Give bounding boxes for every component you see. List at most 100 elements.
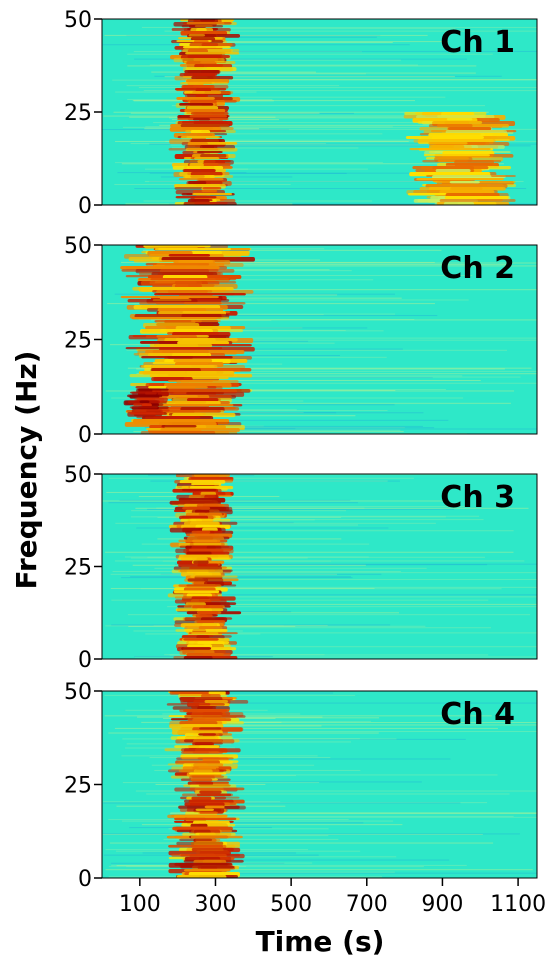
noise-streak bbox=[172, 348, 403, 350]
noise-streak bbox=[132, 564, 366, 566]
x-axis-label: Time (s) bbox=[256, 925, 385, 958]
noise-streak bbox=[126, 404, 395, 406]
activity-streak bbox=[448, 127, 492, 131]
noise-streak bbox=[172, 41, 449, 43]
noise-streak bbox=[104, 715, 492, 717]
activity-streak bbox=[129, 412, 165, 415]
x-tick-label: 900 bbox=[421, 892, 463, 917]
noise-streak bbox=[112, 79, 537, 81]
x-tick-label: 300 bbox=[194, 892, 236, 917]
activity-streak bbox=[176, 841, 224, 846]
activity-streak bbox=[187, 578, 209, 582]
activity-streak bbox=[194, 64, 233, 68]
noise-streak bbox=[178, 356, 387, 358]
activity-streak bbox=[199, 727, 222, 730]
noise-streak bbox=[169, 297, 402, 299]
activity-streak bbox=[192, 193, 233, 196]
activity-streak bbox=[179, 103, 214, 106]
noise-streak bbox=[190, 775, 297, 777]
activity-streak bbox=[196, 635, 225, 639]
noise-streak bbox=[181, 78, 537, 80]
activity-streak bbox=[193, 560, 209, 564]
activity-streak bbox=[184, 715, 246, 718]
activity-streak bbox=[186, 551, 212, 556]
activity-streak bbox=[184, 617, 225, 621]
noise-streak bbox=[189, 564, 488, 566]
noise-streak bbox=[164, 30, 537, 32]
noise-streak bbox=[102, 833, 520, 835]
activity-streak bbox=[169, 500, 221, 505]
activity-streak bbox=[202, 733, 223, 737]
noise-streak bbox=[154, 567, 427, 569]
activity-streak bbox=[183, 175, 211, 179]
noise-streak bbox=[102, 833, 483, 835]
noise-streak bbox=[107, 303, 436, 305]
noise-streak bbox=[162, 412, 424, 414]
noise-streak bbox=[154, 769, 361, 771]
activity-streak bbox=[182, 506, 211, 510]
noise-streak bbox=[159, 124, 495, 126]
activity-streak bbox=[176, 97, 215, 100]
activity-streak bbox=[174, 862, 233, 866]
noise-streak bbox=[164, 76, 455, 78]
activity-streak bbox=[172, 706, 216, 710]
activity-streak bbox=[166, 401, 221, 405]
noise-streak bbox=[170, 144, 451, 146]
noise-streak bbox=[136, 527, 389, 529]
activity-streak bbox=[405, 136, 484, 139]
activity-streak bbox=[183, 521, 219, 526]
activity-streak bbox=[184, 70, 220, 74]
noise-streak bbox=[190, 522, 294, 524]
noise-streak bbox=[176, 274, 473, 276]
noise-streak bbox=[138, 87, 537, 89]
activity-streak bbox=[419, 187, 506, 191]
activity-streak bbox=[181, 823, 236, 827]
activity-streak bbox=[181, 647, 212, 650]
panel-label: Ch 3 bbox=[440, 480, 515, 515]
activity-streak bbox=[173, 184, 221, 188]
activity-streak bbox=[187, 718, 232, 722]
noise-streak bbox=[163, 838, 339, 840]
activity-streak bbox=[188, 34, 206, 37]
activity-streak bbox=[160, 428, 240, 432]
noise-streak bbox=[133, 51, 362, 53]
activity-streak bbox=[195, 808, 214, 811]
activity-streak bbox=[413, 139, 496, 143]
activity-streak bbox=[187, 55, 230, 59]
activity-streak bbox=[184, 94, 207, 98]
noise-streak bbox=[199, 377, 433, 379]
noise-streak bbox=[112, 571, 401, 573]
activity-streak bbox=[190, 320, 221, 323]
noise-streak bbox=[172, 41, 393, 43]
y-tick-label: 50 bbox=[64, 463, 92, 488]
activity-streak bbox=[167, 356, 194, 359]
noise-streak bbox=[144, 427, 435, 429]
activity-streak bbox=[192, 605, 210, 609]
noise-streak bbox=[105, 869, 533, 871]
activity-streak bbox=[204, 805, 225, 809]
noise-streak bbox=[134, 188, 527, 190]
activity-streak bbox=[173, 590, 220, 594]
activity-streak bbox=[190, 835, 243, 839]
noise-streak bbox=[136, 368, 505, 370]
x-tick-label: 500 bbox=[270, 892, 312, 917]
activity-streak bbox=[145, 350, 245, 354]
activity-streak bbox=[190, 112, 229, 115]
noise-streak bbox=[154, 75, 502, 77]
noise-streak bbox=[153, 122, 479, 124]
noise-streak bbox=[187, 646, 537, 648]
activity-streak bbox=[186, 22, 225, 25]
noise-streak bbox=[114, 727, 498, 729]
noise-streak bbox=[195, 289, 537, 291]
noise-streak bbox=[147, 508, 455, 510]
noise-streak bbox=[189, 625, 426, 627]
noise-streak bbox=[174, 872, 537, 874]
activity-streak bbox=[190, 518, 231, 522]
noise-streak bbox=[126, 349, 508, 351]
activity-streak bbox=[190, 485, 234, 490]
panels-layer: 0 25 50 Ch 1 0 25 50 Ch 2 0 25 50 Ch 3 0 25 50 Ch 4 bbox=[64, 8, 538, 892]
activity-streak bbox=[186, 136, 221, 139]
y-tick-label: 0 bbox=[78, 867, 92, 892]
noise-streak bbox=[168, 828, 329, 830]
noise-streak bbox=[172, 339, 537, 341]
